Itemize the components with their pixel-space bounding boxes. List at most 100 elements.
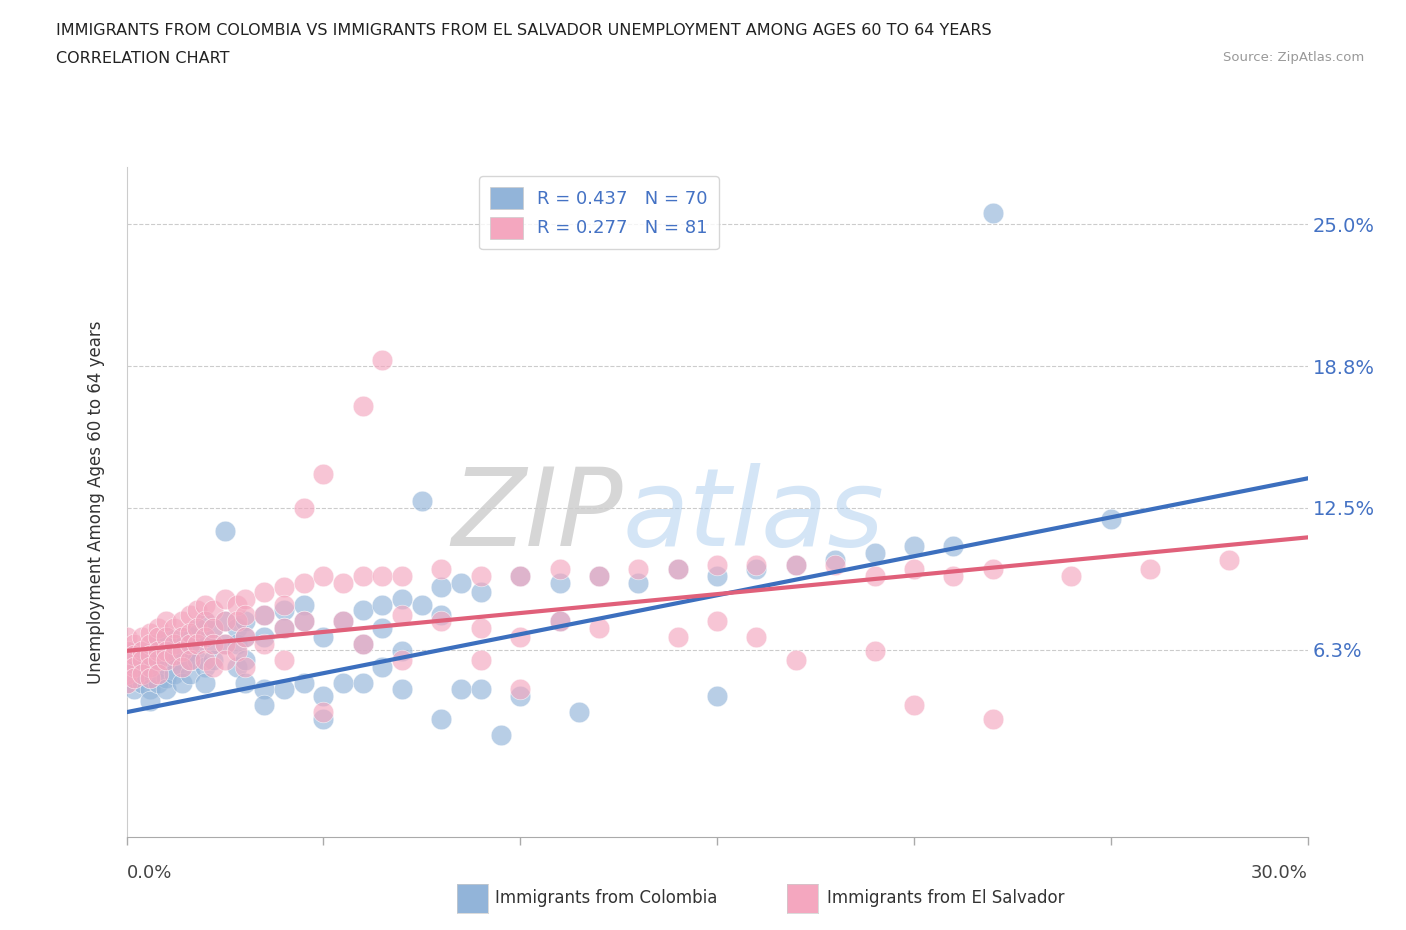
Point bbox=[273, 598, 295, 613]
Point bbox=[115, 675, 138, 690]
Point bbox=[115, 671, 138, 685]
Point bbox=[170, 675, 193, 690]
Point bbox=[666, 562, 689, 577]
Point bbox=[292, 500, 315, 515]
Point bbox=[115, 659, 138, 674]
Point bbox=[292, 576, 315, 591]
Point bbox=[115, 644, 138, 658]
Point bbox=[139, 644, 162, 658]
Point bbox=[139, 648, 162, 663]
Point bbox=[253, 682, 276, 697]
Point bbox=[785, 653, 807, 668]
Point bbox=[214, 637, 236, 652]
Point bbox=[146, 620, 169, 635]
Point bbox=[253, 630, 276, 644]
Point bbox=[470, 584, 492, 599]
Point bbox=[202, 653, 225, 668]
Point bbox=[146, 644, 169, 658]
Point bbox=[391, 644, 413, 658]
Point bbox=[371, 659, 394, 674]
Point bbox=[115, 653, 138, 668]
Point bbox=[233, 675, 256, 690]
Point bbox=[292, 614, 315, 629]
Point bbox=[194, 675, 217, 690]
Point bbox=[1060, 568, 1083, 583]
Point bbox=[548, 614, 571, 629]
Point bbox=[568, 705, 591, 720]
Point bbox=[706, 614, 728, 629]
Point bbox=[131, 659, 153, 674]
Point bbox=[352, 398, 374, 413]
Point bbox=[312, 711, 335, 726]
Point bbox=[233, 630, 256, 644]
Point bbox=[225, 598, 247, 613]
Point bbox=[981, 206, 1004, 220]
Point bbox=[233, 607, 256, 622]
Point bbox=[430, 562, 453, 577]
Point bbox=[745, 562, 768, 577]
Point bbox=[273, 653, 295, 668]
Point bbox=[225, 637, 247, 652]
Point bbox=[509, 682, 531, 697]
Point bbox=[139, 671, 162, 685]
Point bbox=[146, 675, 169, 690]
Point bbox=[131, 648, 153, 663]
Text: 30.0%: 30.0% bbox=[1251, 864, 1308, 883]
Point bbox=[124, 659, 146, 674]
Point bbox=[233, 659, 256, 674]
Point bbox=[163, 620, 186, 635]
Point bbox=[470, 568, 492, 583]
Point bbox=[124, 682, 146, 697]
Point bbox=[179, 630, 201, 644]
Point bbox=[253, 637, 276, 652]
Point bbox=[124, 671, 146, 685]
Point bbox=[124, 659, 146, 674]
Point bbox=[131, 644, 153, 658]
Point bbox=[253, 607, 276, 622]
Point bbox=[194, 614, 217, 629]
Point bbox=[214, 524, 236, 538]
Point bbox=[470, 620, 492, 635]
Point bbox=[179, 644, 201, 658]
Point bbox=[225, 659, 247, 674]
Point bbox=[179, 666, 201, 681]
Point bbox=[942, 539, 965, 554]
Point bbox=[115, 666, 138, 681]
Point bbox=[155, 644, 177, 658]
Point bbox=[179, 637, 201, 652]
Point bbox=[391, 591, 413, 606]
Point bbox=[186, 637, 208, 652]
Point bbox=[170, 644, 193, 658]
Point bbox=[332, 614, 354, 629]
Point bbox=[824, 557, 846, 572]
Point bbox=[225, 644, 247, 658]
Point bbox=[509, 689, 531, 704]
Point bbox=[1218, 552, 1240, 567]
Point bbox=[139, 637, 162, 652]
Point bbox=[450, 682, 472, 697]
Point bbox=[509, 568, 531, 583]
Point bbox=[391, 607, 413, 622]
Point bbox=[430, 580, 453, 595]
Point bbox=[903, 539, 925, 554]
Point bbox=[155, 653, 177, 668]
Point bbox=[470, 653, 492, 668]
Point bbox=[225, 620, 247, 635]
Point bbox=[666, 562, 689, 577]
Point bbox=[214, 653, 236, 668]
Text: ZIP: ZIP bbox=[451, 463, 623, 568]
Point bbox=[115, 630, 138, 644]
Point bbox=[124, 671, 146, 685]
Point bbox=[194, 630, 217, 644]
Point bbox=[352, 637, 374, 652]
Point bbox=[903, 698, 925, 712]
Text: CORRELATION CHART: CORRELATION CHART bbox=[56, 51, 229, 66]
Point bbox=[146, 637, 169, 652]
Point bbox=[273, 682, 295, 697]
Point bbox=[202, 620, 225, 635]
Point bbox=[863, 568, 886, 583]
Point bbox=[179, 653, 201, 668]
Point bbox=[131, 675, 153, 690]
Point bbox=[430, 711, 453, 726]
Point bbox=[470, 682, 492, 697]
